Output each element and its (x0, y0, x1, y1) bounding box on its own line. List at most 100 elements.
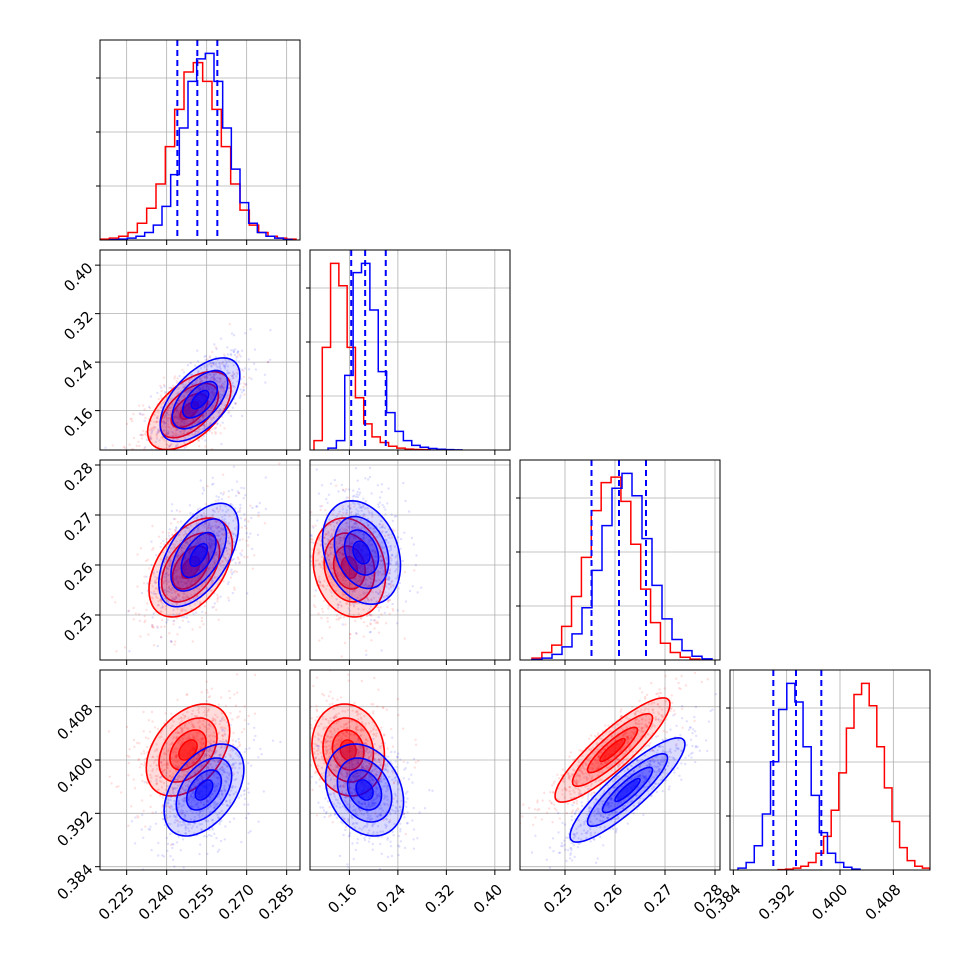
sample-point (388, 576, 391, 580)
sample-point (198, 537, 202, 540)
sample-point (377, 505, 380, 509)
sample-point (176, 567, 179, 571)
sample-point (174, 453, 176, 455)
sample-point (175, 509, 179, 512)
sample-point (144, 446, 147, 449)
sample-point (204, 414, 207, 417)
sample-point (129, 418, 132, 421)
sample-point (235, 375, 238, 378)
sample-point (179, 539, 182, 542)
sample-point (242, 789, 246, 792)
sample-point (155, 433, 158, 436)
sample-point (161, 796, 164, 799)
sample-point (185, 423, 188, 426)
sample-point (140, 591, 144, 595)
sample-point (192, 516, 196, 519)
sample-point (220, 385, 223, 388)
sample-point (212, 376, 216, 379)
sample-point (169, 427, 172, 430)
sample-point (198, 538, 202, 542)
sample-point (163, 429, 166, 432)
sample-point (233, 353, 237, 357)
sample-point (350, 526, 354, 529)
sample-point (182, 420, 186, 423)
sample-point (186, 390, 190, 393)
sample-point (200, 584, 203, 587)
sample-point (182, 543, 185, 546)
histogram-blue (737, 682, 861, 870)
sample-point (159, 394, 162, 397)
sample-point (217, 534, 220, 537)
sample-point (244, 494, 247, 497)
sample-point (150, 430, 153, 433)
sample-point (232, 350, 235, 354)
sample-point (206, 484, 209, 488)
sample-point (242, 385, 245, 389)
sample-point (202, 406, 205, 409)
sample-point (232, 533, 235, 536)
sample-point (187, 620, 190, 623)
sample-point (175, 602, 178, 605)
sample-point (249, 328, 252, 331)
sample-point (364, 529, 367, 532)
sample-point (236, 510, 240, 514)
sample-point (180, 548, 183, 552)
sample-point (346, 540, 349, 543)
sample-point (216, 422, 220, 425)
sample-point (161, 602, 164, 605)
sample-point (354, 467, 358, 470)
sample-point (195, 611, 198, 614)
sample-point (243, 797, 247, 800)
sample-point (201, 387, 204, 391)
sample-point (305, 578, 307, 580)
sample-point (302, 529, 304, 531)
sample-point (402, 481, 405, 485)
sample-point (188, 389, 191, 392)
sample-point (168, 386, 171, 390)
sample-point (333, 525, 336, 528)
sample-point (326, 537, 329, 541)
sample-point (176, 554, 179, 557)
sample-point (243, 367, 247, 370)
sample-point (201, 417, 204, 421)
sample-point (177, 551, 180, 554)
sample-point (271, 593, 273, 595)
sample-point (237, 741, 241, 744)
sample-point (204, 522, 207, 525)
sample-point (351, 526, 354, 529)
sample-point (342, 554, 345, 557)
sample-point (217, 526, 220, 529)
sample-point (169, 613, 172, 617)
sample-point (157, 841, 160, 845)
sample-point (250, 516, 253, 520)
sample-point (139, 433, 143, 436)
sample-point (389, 563, 392, 566)
sample-point (411, 585, 414, 588)
sample-point (234, 561, 237, 565)
sample-point (239, 503, 242, 507)
sample-point (216, 597, 219, 601)
sample-point (252, 362, 256, 365)
sample-point (179, 575, 182, 578)
sample-point (184, 544, 187, 548)
sample-point (188, 537, 192, 541)
sample-point (376, 484, 380, 487)
sample-point (180, 395, 184, 399)
sample-point (243, 793, 246, 796)
sample-point (142, 404, 145, 407)
sample-point (221, 382, 224, 385)
sample-point (164, 414, 167, 417)
sample-point (240, 554, 243, 557)
sample-point (361, 505, 365, 509)
sample-point (220, 394, 224, 397)
sample-point (209, 566, 212, 569)
sample-point (323, 542, 327, 546)
sample-point (247, 803, 250, 806)
sample-point (185, 616, 188, 619)
sample-point (221, 421, 224, 424)
sample-point (199, 507, 202, 510)
sample-point (150, 563, 153, 567)
sample-point (224, 704, 228, 708)
sample-point (160, 811, 164, 814)
sample-point (104, 446, 107, 449)
